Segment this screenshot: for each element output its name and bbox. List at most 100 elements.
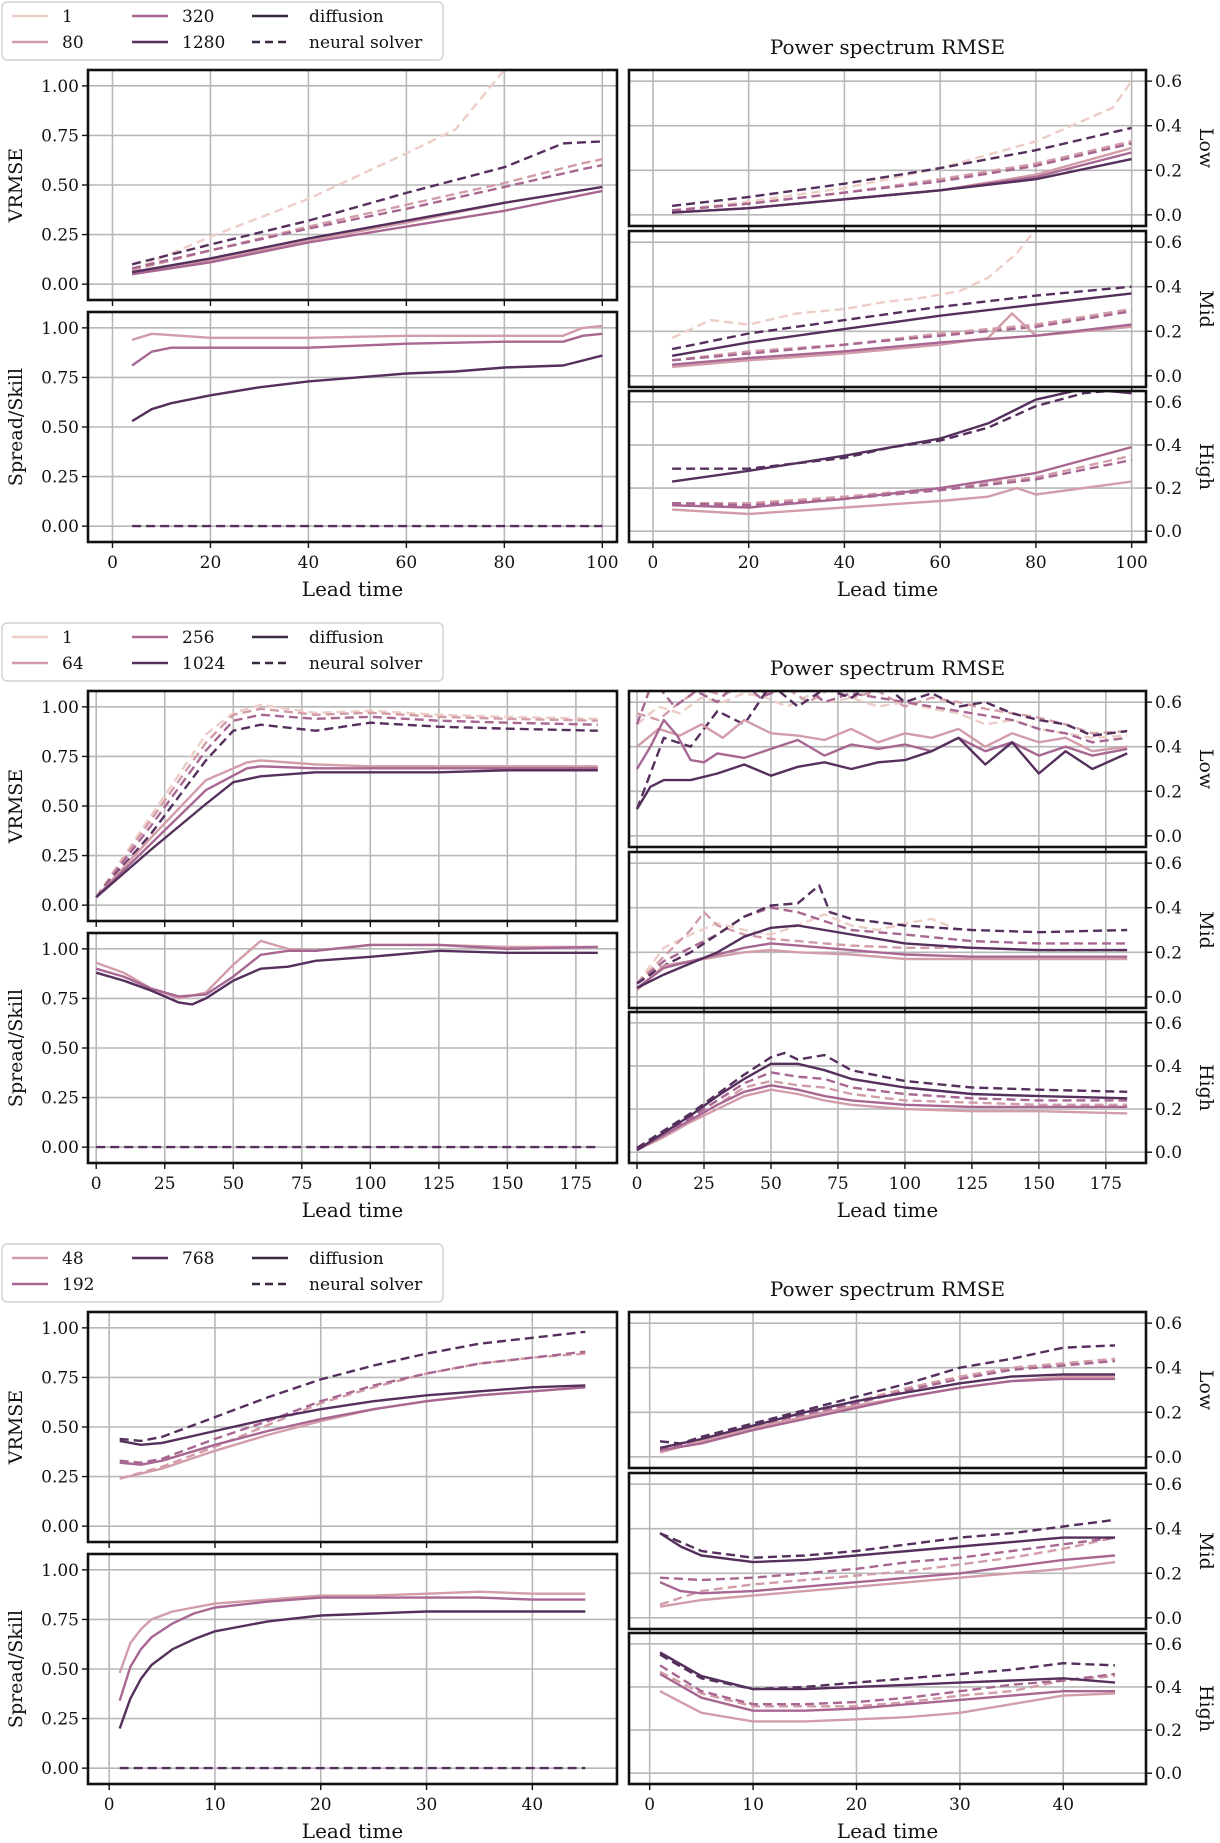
x-tick-label: 0 [648, 553, 659, 573]
series-layer [95, 939, 598, 1149]
series-320-diffusion [671, 323, 1132, 366]
series-layer [131, 324, 603, 528]
legend: 1 64 256 1024 diffusion neural solver [1, 622, 444, 682]
series-80-diffusion [131, 185, 603, 276]
series-768-neural-solver [659, 1344, 1116, 1445]
series-1024-neural-solver [636, 884, 1128, 985]
series-256-diffusion [635, 718, 1128, 770]
series-256-neural-solver [636, 906, 1128, 985]
y-tick-label: 0.6 [1155, 1635, 1182, 1655]
y-tick-label: 0.4 [1155, 899, 1182, 919]
y-axis-label: High [1195, 443, 1217, 490]
y-tick-label: 0.00 [41, 896, 79, 916]
series-64-neural-solver [636, 911, 1128, 985]
y-tick-label: 1.00 [41, 940, 79, 960]
x-tick-label: 80 [494, 553, 516, 573]
series-48-neural-solver [119, 1352, 586, 1480]
y-tick-label: 0.25 [41, 847, 79, 867]
series-1-neural-solver [95, 703, 598, 898]
panel-low-g2: 0.0 0.2 0.4 0.6 Low [627, 1310, 1217, 1474]
series-192-diffusion [659, 1672, 1115, 1712]
y-axis-label: High [1195, 1064, 1217, 1111]
x-tick-label: 0 [91, 1174, 102, 1194]
series-320-diffusion [131, 332, 603, 367]
series-80-neural-solver [671, 307, 1132, 362]
y-tick-label: 0.00 [41, 517, 79, 537]
legend-box [1, 622, 444, 682]
x-tick-label: 10 [742, 1795, 764, 1815]
series-320-neural-solver [671, 142, 1132, 212]
series-layer [671, 231, 1132, 369]
series-256-neural-solver [635, 691, 1128, 744]
x-tick-label: 20 [310, 1795, 332, 1815]
series-layer [95, 703, 598, 899]
y-tick-label: 0.0 [1155, 522, 1182, 542]
x-tick-label: 80 [1025, 553, 1047, 573]
series-64-neural-solver [95, 707, 598, 898]
y-tick-label: 0.50 [41, 797, 79, 817]
y-tick-label: 0.75 [41, 989, 79, 1009]
panel-mid-g1: 0.0 0.2 0.4 0.6 Mid [627, 850, 1217, 1014]
series-768-neural-solver [119, 1330, 586, 1443]
y-tick-label: 0.2 [1155, 479, 1182, 499]
y-tick-label: 0.25 [41, 226, 79, 246]
series-1024-neural-solver [636, 1051, 1128, 1149]
x-tick-label: 20 [738, 553, 760, 573]
x-axis-label: Lead time [837, 577, 938, 601]
series-layer [636, 884, 1128, 992]
y-tick-label: 0.75 [41, 747, 79, 767]
series-80-neural-solver [672, 454, 1132, 505]
axes-frame [627, 1471, 1148, 1631]
axes-frame [627, 1310, 1148, 1470]
y-tick-label: 0.0 [1155, 827, 1182, 847]
series-48-diffusion [118, 1590, 586, 1674]
series-48-neural-solver [659, 1536, 1116, 1606]
series-320-diffusion [672, 445, 1132, 509]
series-1024-neural-solver [635, 691, 1128, 810]
y-tick-label: 0.6 [1155, 1014, 1182, 1034]
legend-label-neural-solver: neural solver [309, 33, 423, 53]
legend-label-1280: 1280 [182, 33, 225, 53]
x-tick-label: 100 [889, 1174, 921, 1194]
x-tick-label: 25 [154, 1174, 176, 1194]
x-tick-label: 125 [423, 1174, 455, 1194]
series-320-neural-solver [672, 458, 1132, 507]
y-tick-label: 0.4 [1155, 1359, 1182, 1379]
series-1024-diffusion [95, 949, 598, 1006]
y-tick-label: 0.00 [41, 1138, 79, 1158]
y-tick-label: 0.75 [41, 1368, 79, 1388]
y-axis-label: Mid [1195, 1532, 1217, 1570]
series-48-diffusion [659, 1560, 1116, 1608]
panel-low-g0: 0.0 0.2 0.4 0.6 Low [627, 68, 1217, 232]
y-tick-label: 1.00 [41, 319, 79, 339]
y-tick-label: 0.4 [1155, 436, 1182, 456]
legend-label-diffusion: diffusion [309, 7, 384, 27]
axes-frame [627, 229, 1148, 389]
series-80-diffusion [672, 480, 1132, 516]
series-1280-diffusion [131, 354, 603, 423]
y-tick-label: 0.6 [1155, 1314, 1182, 1334]
y-tick-label: 0.6 [1155, 72, 1182, 92]
series-64-diffusion [636, 1088, 1128, 1152]
legend-label-diffusion: diffusion [309, 1249, 384, 1269]
y-tick-label: 0.6 [1155, 693, 1182, 713]
y-axis-label: Spread/Skill [5, 989, 27, 1107]
series-1-neural-solver [671, 80, 1133, 212]
series-80-diffusion [131, 324, 603, 341]
x-tick-label: 100 [586, 553, 618, 573]
y-tick-label: 0.0 [1155, 1143, 1182, 1163]
y-tick-label: 1.00 [41, 698, 79, 718]
legend-label-48: 48 [62, 1249, 84, 1269]
y-tick-label: 0.0 [1155, 1764, 1182, 1784]
spectrum-title: Power spectrum RMSE [770, 656, 1005, 680]
y-tick-label: 0.6 [1155, 1475, 1182, 1495]
y-tick-label: 0.75 [41, 126, 79, 146]
series-192-neural-solver [659, 1664, 1116, 1706]
y-tick-label: 0.0 [1155, 1448, 1182, 1468]
series-1024-diffusion [635, 736, 1128, 810]
panel-vrmse-g1: 0.00 0.25 0.50 0.75 1.00 VRMSE [5, 689, 619, 927]
x-axis-label: Lead time [837, 1198, 938, 1222]
series-768-neural-solver [659, 1518, 1116, 1559]
series-256-diffusion [636, 1084, 1128, 1152]
y-tick-label: 0.2 [1155, 322, 1182, 342]
